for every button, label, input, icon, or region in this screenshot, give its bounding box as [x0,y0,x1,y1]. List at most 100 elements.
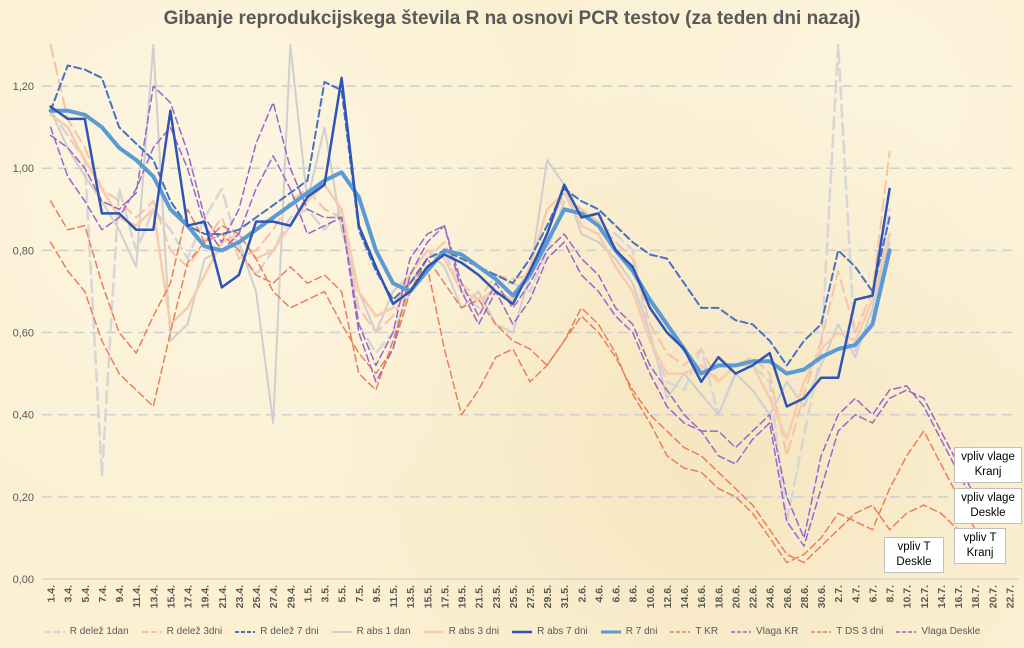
x-tick-label: 7.5. [354,585,366,603]
legend-label: R delež 1dan [69,626,129,637]
x-tick-label: 2.7. [833,585,845,603]
legend-swatch [44,630,65,633]
x-tick-label: 16.6. [696,585,708,608]
chart-legend: R delež 1dan R delež 3dni R delež 7 dni R a… [0,626,1024,637]
x-tick-label: 18.6. [713,585,725,608]
series-line-r-dele-1dan [49,43,891,523]
series-line-r-dele-3dni [49,44,891,457]
x-tick-label: 22.7. [1004,585,1016,608]
annotation-t-kranj: vpliv T Kranj [954,528,1006,564]
x-tick-label: 15.5. [422,585,434,608]
y-tick-label: 0,60 [13,328,34,340]
x-tick-label: 7.4. [97,585,109,603]
legend-swatch [512,630,533,633]
legend-swatch [423,630,444,633]
x-tick-label: 13.5. [405,585,417,608]
legend-label: Vlaga KR [756,626,799,637]
x-tick-label: 1.5. [302,585,314,603]
x-axis-ticks: 1.4. 3.4. 5.4. 7.4. 9.4. 11.4. 13.4. 15.4. 17.4.… [46,585,1017,608]
series-line-t-ds-3-dni [49,200,976,564]
legend-item: Vlaga KR [730,626,798,637]
legend-item: R abs 7 dni [511,626,588,637]
series-line-vlaga-deskle [49,85,976,539]
annotation-t-kranj-line1: vpliv T [963,532,997,544]
x-tick-label: 19.5. [457,585,469,608]
x-tick-label: 5.5. [337,585,349,603]
y-tick-label: 1,20 [13,81,34,93]
series-line-vlaga-kr [49,126,976,547]
x-tick-label: 14.7. [936,585,948,608]
x-tick-label: 2.6. [576,585,588,603]
x-tick-label: 6.6. [611,585,623,603]
annotation-vlaga-deskle: vpliv vlage Deskle [954,488,1022,524]
y-tick-label: 0,40 [13,410,34,422]
x-tick-label: 31.5. [559,585,571,608]
x-tick-label: 19.4. [200,585,212,608]
legend-label: T KR [695,626,719,637]
legend-item: R abs 1 dan [331,626,411,637]
legend-swatch [731,630,752,633]
x-tick-label: 6.7. [867,585,879,603]
x-tick-label: 17.4. [183,585,195,608]
legend-label: R abs 7 dni [537,626,588,637]
series-line-r-abs-1-dan [49,44,891,424]
x-tick-label: 25.5. [508,585,520,608]
x-tick-label: 3.5. [320,585,332,603]
legend-item: R 7 dni [600,626,658,637]
annotation-vlaga-deskle-line1: vpliv vlage [961,492,1015,504]
annotation-t-kranj-line2: Kranj [966,547,994,559]
x-tick-label: 28.6. [799,585,811,608]
legend-item: Vlaga Deskle [895,626,980,637]
x-tick-label: 15.4. [165,585,177,608]
series-line-r-abs-7-dni [49,76,891,408]
x-tick-label: 11.4. [131,585,143,608]
annotation-t-deskle-line1: vpliv T [897,541,931,553]
x-tick-label: 10.6. [645,585,657,608]
legend-label: R abs 1 dan [356,626,411,637]
x-tick-label: 16.7. [953,585,965,608]
series-line-r-7-dni [48,108,892,376]
legend-swatch [600,630,621,633]
annotation-vlaga-deskle-line2: Deskle [970,507,1006,519]
x-tick-label: 5.4. [80,585,92,603]
annotation-t-deskle-line2: Deskle [896,556,932,568]
annotation-vlaga-kranj-line1: vpliv vlage [961,451,1015,463]
x-tick-label: 8.7. [885,585,897,603]
y-axis-ticks: 0,00 0,20 0,40 0,60 0,80 1,00 1,20 [13,81,34,586]
legend-swatch [235,630,256,633]
legend-item: R delež 1dan [44,626,129,637]
legend-swatch [331,630,352,633]
x-tick-label: 4.6. [593,585,605,603]
y-tick-label: 1,00 [13,163,34,175]
y-tick-label: 0,80 [13,245,34,257]
legend-label: R 7 dni [625,626,658,637]
x-tick-label: 22.6. [748,585,760,608]
x-tick-label: 23.4. [234,585,246,608]
x-tick-label: 27.4. [268,585,280,608]
x-tick-label: 21.4. [217,585,229,608]
x-tick-label: 11.5. [388,585,400,608]
x-tick-label: 21.5. [474,585,486,608]
x-tick-label: 4.7. [850,585,862,603]
x-tick-label: 20.6. [730,585,742,608]
legend-item: R delež 3dni [141,626,222,637]
series-layer [48,43,976,564]
legend-item: R abs 3 dni [423,626,499,637]
x-tick-label: 24.6. [765,585,777,608]
y-tick-label: 0,20 [13,492,34,504]
x-tick-label: 29.4. [285,585,297,608]
legend-item: T KR [669,626,718,637]
x-tick-label: 18.7. [970,585,982,608]
legend-label: Vlaga Deskle [921,626,981,637]
chart-title: Gibanje reprodukcijskega števila R na os… [163,8,861,29]
series-line-t-kr [49,224,976,564]
legend-swatch [896,630,917,633]
legend-swatch [141,630,162,633]
x-tick-label: 26.6. [782,585,794,608]
grid-layer [42,85,1018,580]
x-tick-label: 14.6. [679,585,691,608]
annotation-vlaga-kranj: vpliv vlage Kranj [954,447,1022,483]
x-tick-label: 9.4. [114,585,126,603]
x-tick-label: 1.4. [46,585,58,603]
